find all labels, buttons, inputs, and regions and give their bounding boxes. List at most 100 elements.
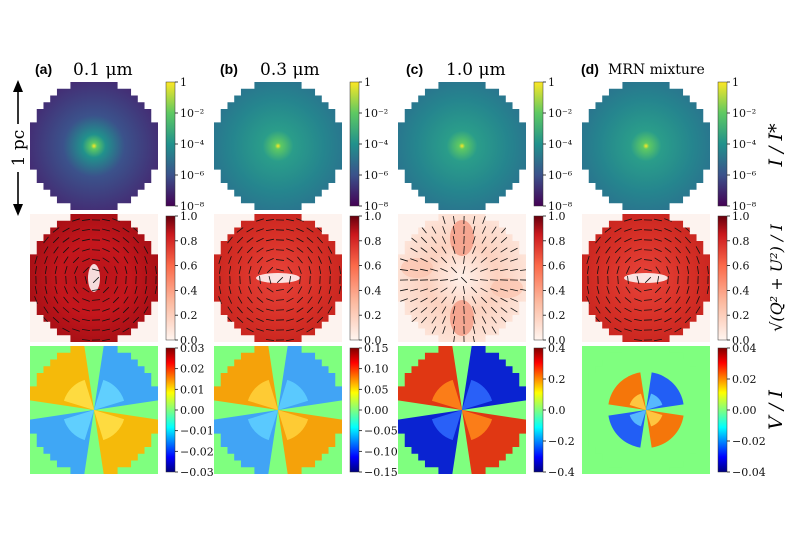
colorbar-tick-label: 0.00: [732, 404, 757, 417]
map-disc: [214, 214, 342, 342]
map-disc: [398, 214, 526, 342]
colorbar-tick-label: 10⁻²: [732, 107, 756, 120]
heatmap-grid: 110⁻²10⁻⁴10⁻⁶10⁻⁸110⁻²10⁻⁴10⁻⁶10⁻⁸110⁻²1…: [30, 76, 766, 479]
colorbar-tick-label: 10⁻⁴: [548, 138, 573, 151]
colorbar-tick-label: 0.2: [364, 309, 382, 322]
colorbar-tick-label: 0.00: [180, 404, 205, 417]
map-disc: [582, 82, 710, 210]
colorbar-tick-label: 10⁻⁸: [364, 200, 389, 213]
colorbar-tick-label: −0.2: [548, 435, 575, 448]
map-2-2: 0.4 0.2 0.0 −0.2 −0.4: [398, 342, 575, 479]
colorbar-tick-label: −0.04: [732, 466, 766, 479]
map-2-3: 0.04 0.02 0.00 −0.02 −0.04: [582, 342, 766, 479]
colorbar: [165, 215, 176, 341]
panel-title-d: MRN mixture: [608, 62, 705, 78]
colorbar-tick-label: −0.02: [732, 435, 766, 448]
colorbar-tick-label: 0.03: [180, 342, 205, 355]
colorbar-tick-label: 0.8: [732, 235, 750, 248]
row-label-circular-polarization: V / I: [765, 390, 787, 430]
colorbar-tick-label: 1.0: [364, 210, 382, 223]
panel-label-a: (a): [35, 61, 52, 77]
map-1-1: 1.0 0.8 0.6 0.4 0.2 0.0: [214, 210, 382, 347]
colorbar-tick-label: −0.15: [364, 466, 398, 479]
colorbar-tick-label: 1.0: [548, 210, 566, 223]
colorbar-tick-label: 10⁻⁸: [548, 200, 573, 213]
map-disc: [214, 82, 342, 210]
panel-headers: (a) 0.1 μm (b) 0.3 μm (c) 1.0 μm (d) MRN…: [35, 60, 705, 80]
scale-bar-label: 1 pc: [9, 130, 29, 167]
colorbar-tick-label: 1: [180, 76, 187, 89]
map-0-3: 1 10⁻² 10⁻⁴ 10⁻⁶ 10⁻⁸: [582, 76, 757, 213]
map-1-2: 1.0 0.8 0.6 0.4 0.2 0.0: [398, 210, 566, 347]
row-labels: I / I* √(Q² + U²) / I V / I: [765, 123, 787, 430]
colorbar-tick-label: 0.0: [180, 334, 198, 347]
colorbar-tick-label: −0.10: [364, 445, 398, 458]
colorbar-tick-label: 0.6: [180, 260, 198, 273]
colorbar-tick-label: 0.4: [548, 284, 566, 297]
map-disc: [30, 346, 158, 474]
colorbar-tick-label: 0.2: [732, 309, 750, 322]
colorbar-tick-label: 1: [548, 76, 555, 89]
panel-title-a: 0.1 μm: [73, 60, 133, 80]
colorbar-tick-label: 0.6: [732, 260, 750, 273]
colorbar: [717, 81, 728, 207]
colorbar-tick-label: 0.15: [364, 342, 389, 355]
colorbar-tick-label: 0.01: [180, 383, 205, 396]
colorbar-tick-label: 10⁻⁸: [732, 200, 757, 213]
colorbar: [349, 347, 360, 473]
colorbar-tick-label: 10⁻⁴: [364, 138, 389, 151]
panel-title-b: 0.3 μm: [260, 60, 320, 80]
colorbar-tick-label: 10⁻²: [180, 107, 204, 120]
colorbar-tick-label: −0.01: [180, 425, 214, 438]
colorbar-tick-label: 0.4: [732, 284, 750, 297]
row-label-linear-polarization: √(Q² + U²) / I: [767, 224, 786, 332]
colorbar-tick-label: −0.4: [548, 466, 575, 479]
map-2-1: 0.15 0.10 0.05 0.00 −0.05 −0.10 −0.15: [214, 342, 398, 479]
colorbar-tick-label: 0.4: [548, 342, 566, 355]
colorbar: [717, 215, 728, 341]
panel-label-c: (c): [406, 61, 423, 77]
colorbar-tick-label: 1: [364, 76, 371, 89]
map-disc: [30, 214, 158, 342]
colorbar-tick-label: 0.10: [364, 363, 389, 376]
colorbar: [533, 347, 544, 473]
colorbar-tick-label: 1: [732, 76, 739, 89]
panel-label-b: (b): [220, 61, 238, 77]
colorbar-tick-label: 1.0: [180, 210, 198, 223]
map-0-0: 1 10⁻² 10⁻⁴ 10⁻⁶ 10⁻⁸: [30, 76, 205, 213]
map-1-3: 1.0 0.8 0.6 0.4 0.2 0.0: [582, 210, 750, 347]
colorbar-tick-label: 10⁻⁶: [364, 169, 389, 182]
colorbar-tick-label: 0.6: [548, 260, 566, 273]
colorbar: [533, 215, 544, 341]
colorbar-tick-label: 10⁻⁴: [732, 138, 757, 151]
map-disc: [582, 346, 710, 474]
colorbar-tick-label: 0.8: [364, 235, 382, 248]
panel-title-c: 1.0 μm: [446, 60, 506, 80]
colorbar-tick-label: 10⁻²: [548, 107, 572, 120]
colorbar-tick-label: 0.4: [180, 284, 198, 297]
colorbar-tick-label: 0.02: [732, 373, 757, 386]
colorbar-tick-label: 0.6: [364, 260, 382, 273]
colorbar-tick-label: 0.05: [364, 383, 389, 396]
map-disc: [214, 346, 342, 474]
map-disc: [398, 346, 526, 474]
colorbar-tick-label: 0.2: [548, 373, 566, 386]
colorbar-tick-label: 0.8: [180, 235, 198, 248]
colorbar: [349, 81, 360, 207]
map-2-0: 0.03 0.02 0.01 0.00 −0.01 −0.02 −0.03: [30, 342, 214, 479]
colorbar-tick-label: 0.00: [364, 404, 389, 417]
colorbar-tick-label: 10⁻⁴: [180, 138, 205, 151]
colorbar-tick-label: 0.4: [364, 284, 382, 297]
colorbar: [349, 215, 360, 341]
map-disc: [582, 214, 710, 342]
scale-bar: 1 pc: [8, 80, 29, 216]
colorbar-tick-label: 0.02: [180, 363, 205, 376]
colorbar-tick-label: 10⁻²: [364, 107, 388, 120]
map-1-0: 1.0 0.8 0.6 0.4 0.2 0.0: [30, 210, 198, 347]
colorbar-tick-label: −0.03: [180, 466, 214, 479]
colorbar: [533, 81, 544, 207]
colorbar: [165, 81, 176, 207]
colorbar: [717, 347, 728, 473]
colorbar-tick-label: 1.0: [732, 210, 750, 223]
